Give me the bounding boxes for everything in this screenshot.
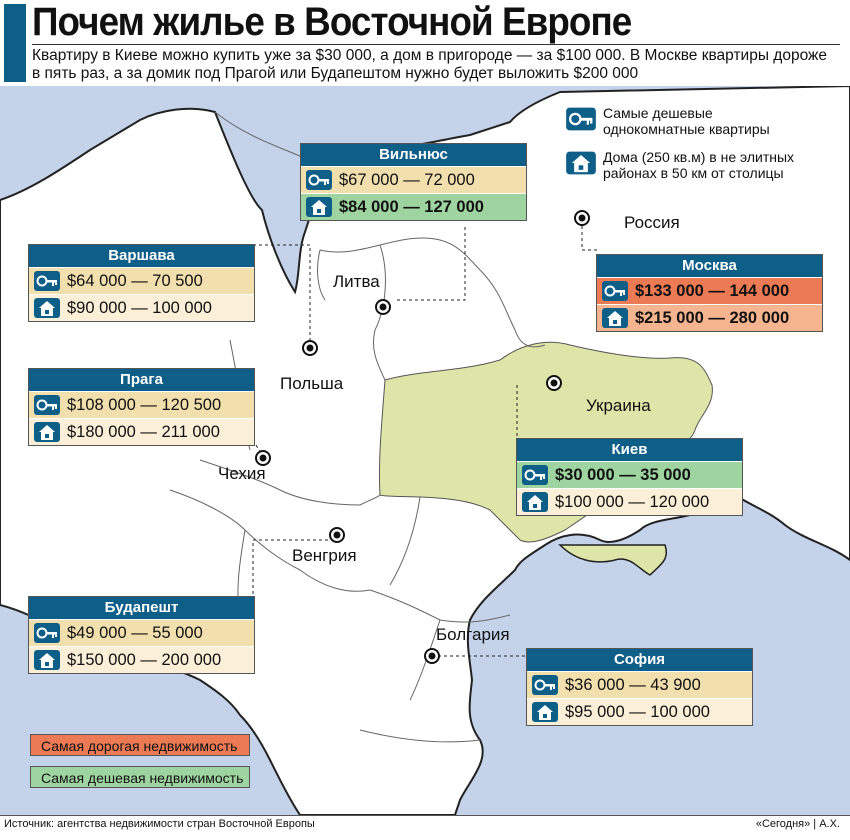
title-divider (32, 44, 840, 45)
city-name: Киев (517, 439, 742, 461)
key-icon (531, 674, 559, 696)
key-icon (33, 622, 61, 644)
house-icon (34, 422, 60, 442)
city-box-prague: Прага $108 000 — 120 500 $180 000 — 211 … (28, 368, 255, 446)
city-name: Прага (29, 369, 254, 391)
city-box-warsaw: Варшава $64 000 — 70 500 $90 000 — 100 0… (28, 244, 255, 322)
key-icon (601, 280, 629, 302)
key-icon (565, 106, 597, 132)
city-box-sofia: София $36 000 — 43 900 $95 000 — 100 000 (526, 648, 753, 726)
footer-divider (0, 815, 850, 816)
legend-apartments: Самые дешевые однокомнатные квартиры (603, 105, 770, 137)
page-title: Почем жилье в Восточной Европе (32, 0, 632, 44)
house-icon (306, 197, 332, 217)
apartment-price: $133 000 — 144 000 (635, 281, 790, 300)
credit: «Сегодня» | А.Х. (755, 818, 840, 830)
source-note: Источник: агентства недвижимости стран В… (4, 818, 315, 830)
house-price: $95 000 — 100 000 (565, 702, 710, 721)
label-czechia: Чехия (218, 464, 266, 483)
label-poland: Польша (280, 374, 344, 393)
label-ukraine: Украина (586, 396, 651, 415)
house-price: $215 000 — 280 000 (635, 308, 790, 327)
apartment-price: $64 000 — 70 500 (67, 271, 203, 290)
key-icon (33, 270, 61, 292)
apartment-price: $49 000 — 55 000 (67, 623, 203, 642)
key-icon (33, 394, 61, 416)
label-lithuania: Литва (333, 272, 380, 291)
house-icon (34, 298, 60, 318)
house-icon (566, 151, 596, 175)
city-name: Москва (597, 255, 822, 277)
title-accent-bar (4, 4, 26, 82)
city-name: Будапешт (29, 597, 254, 619)
apartment-price: $67 000 — 72 000 (339, 170, 475, 189)
house-price: $90 000 — 100 000 (67, 298, 212, 317)
page-subtitle: Квартиру в Киеве можно купить уже за $30… (32, 47, 828, 82)
label-bulgaria: Болгария (436, 625, 510, 644)
city-box-moscow: Москва $133 000 — 144 000 $215 000 — 280… (596, 254, 823, 332)
house-icon (522, 492, 548, 512)
house-price: $84 000 — 127 000 (339, 197, 484, 216)
house-price: $150 000 — 200 000 (67, 650, 222, 669)
city-name: Вильнюс (301, 144, 526, 166)
key-icon (521, 464, 549, 486)
legend-houses: Дома (250 кв.м) в не элитных районах в 5… (603, 149, 795, 181)
city-box-budapest: Будапешт $49 000 — 55 000 $150 000 — 200… (28, 596, 255, 674)
apartment-price: $108 000 — 120 500 (67, 395, 222, 414)
house-icon (602, 308, 628, 328)
city-name: Варшава (29, 245, 254, 267)
city-markers (255, 210, 590, 664)
house-price: $180 000 — 211 000 (67, 422, 220, 441)
key-icon (305, 169, 333, 191)
house-icon (34, 650, 60, 670)
city-box-vilnius: Вильнюс $67 000 — 72 000 $84 000 — 127 0… (300, 143, 527, 221)
apartment-price: $30 000 — 35 000 (555, 465, 691, 484)
house-price: $100 000 — 120 000 (555, 492, 710, 511)
house-icon (532, 702, 558, 722)
city-name: София (527, 649, 752, 671)
apartment-price: $36 000 — 43 900 (565, 675, 701, 694)
label-hungary: Венгрия (292, 546, 357, 565)
legend-cheapest: Самая дешевая недвижимость (30, 766, 250, 788)
label-russia: Россия (624, 213, 680, 232)
legend-most-expensive: Самая дорогая недвижимость (30, 734, 250, 756)
city-box-kyiv: Киев $30 000 — 35 000 $100 000 — 120 000 (516, 438, 743, 516)
